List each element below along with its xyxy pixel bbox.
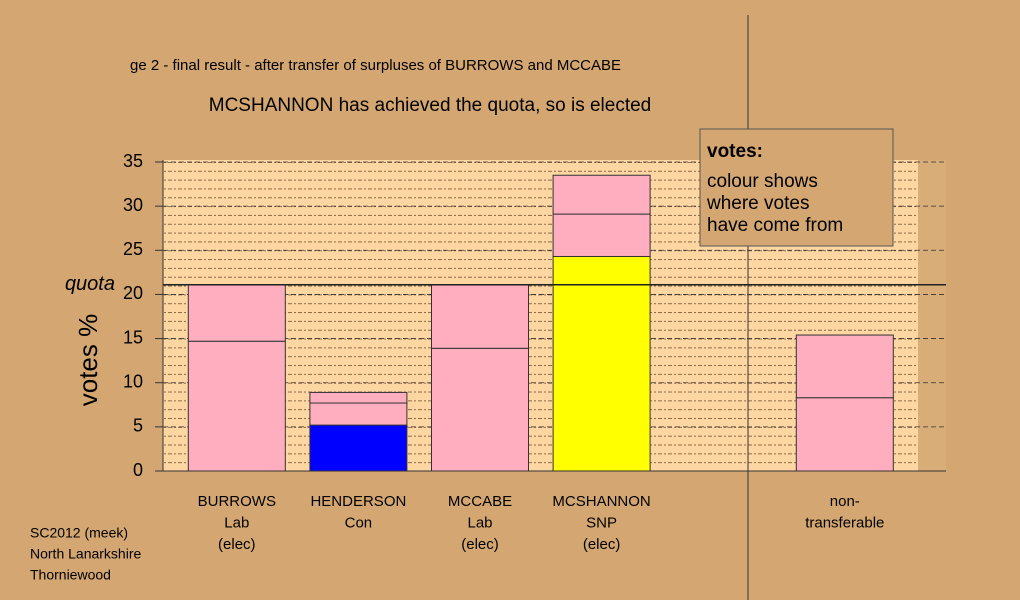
x-tick-label: (elec)	[583, 536, 621, 553]
y-tick-label: 30	[123, 195, 143, 215]
x-tick-label: SNP	[586, 514, 617, 531]
quota-label: quota	[65, 273, 115, 295]
legend-line: colour shows	[707, 171, 818, 192]
bar-segment	[309, 391, 408, 404]
bar-segment	[552, 174, 651, 215]
legend-box: votes: colour shows where votes have com…	[699, 128, 894, 247]
bar-segment	[187, 284, 286, 342]
x-tick-label: transferable	[805, 514, 884, 531]
y-tick-label: 15	[123, 327, 143, 347]
x-tick-label: MCCABE	[448, 493, 512, 510]
bar-segment	[552, 255, 651, 472]
chart-subtitle: MCSHANNON has achieved the quota, so is …	[209, 95, 652, 116]
x-tick-label: (elec)	[218, 536, 256, 553]
y-tick-label: 25	[123, 239, 143, 259]
plot-margin	[918, 160, 946, 471]
legend-line: where votes	[706, 193, 809, 214]
footer: North Lanarkshire	[30, 546, 141, 562]
y-tick-label: 5	[133, 416, 143, 436]
x-tick-label: Con	[345, 514, 373, 531]
x-tick-label: MCSHANNON	[552, 493, 650, 510]
bar-segment	[431, 347, 529, 472]
bar-segment	[187, 340, 286, 472]
bar-segment	[431, 284, 529, 349]
legend-title: votes:	[707, 141, 763, 162]
bar-segment	[795, 334, 894, 399]
x-tick-label: BURROWS	[198, 493, 276, 510]
x-tick-label: (elec)	[461, 536, 499, 553]
y-tick-label: 35	[123, 151, 143, 171]
x-tick-label: Lab	[224, 514, 249, 531]
chart-title: ge 2 - final result - after transfer of …	[130, 57, 621, 74]
bar-segment	[309, 402, 408, 426]
y-tick-label: 20	[123, 283, 143, 303]
bar-segment	[309, 424, 408, 472]
footer: SC2012 (meek)	[30, 525, 128, 541]
bar-segment	[795, 397, 894, 472]
x-tick-label: Lab	[467, 514, 492, 531]
y-axis-label: votes %	[73, 314, 103, 407]
bar-segment	[552, 213, 651, 257]
x-tick-label: non-	[830, 493, 860, 510]
legend-frame	[699, 128, 894, 247]
x-tick-label: HENDERSON	[310, 493, 406, 510]
y-tick-label: 0	[133, 460, 143, 480]
y-tick-label: 10	[123, 371, 143, 391]
legend-line: have come from	[707, 215, 843, 236]
footer: Thorniewood	[30, 567, 111, 583]
